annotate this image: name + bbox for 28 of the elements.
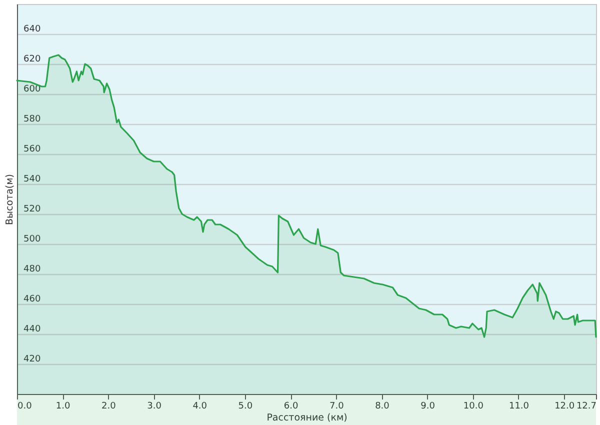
x-tick-label: 3.0 <box>147 402 162 412</box>
y-axis-title: Высота(м) <box>4 174 16 225</box>
x-tick-label: 10.0 <box>463 402 484 412</box>
x-tick-label: 5.0 <box>238 402 253 412</box>
x-axis-title: Расстояние (км) <box>266 412 348 424</box>
y-tick-label: 580 <box>24 114 41 124</box>
y-tick-label: 520 <box>24 204 41 214</box>
y-tick-label: 640 <box>24 24 41 34</box>
x-tick-label: 9.0 <box>420 402 436 412</box>
y-tick-label: 500 <box>24 234 41 244</box>
x-tick-label: 0.0 <box>18 402 32 412</box>
x-tick-label: 7.0 <box>329 402 344 412</box>
y-tick-label: 560 <box>24 144 41 154</box>
x-tick-label: 12.0 <box>554 402 575 412</box>
y-tick-label: 480 <box>24 264 41 274</box>
y-tick-label: 600 <box>24 84 41 94</box>
x-tick-label: 12.7 <box>576 402 596 412</box>
x-tick-label: 1.0 <box>56 402 71 412</box>
x-tick-label: 11.0 <box>508 402 530 412</box>
y-tick-label: 620 <box>24 54 41 64</box>
x-tick-label: 6.0 <box>284 402 298 412</box>
y-tick-label: 460 <box>24 294 41 304</box>
x-tick-label: 8.0 <box>375 402 390 412</box>
y-tick-label: 440 <box>24 324 41 334</box>
x-tick-label: 2.0 <box>102 402 116 412</box>
y-tick-label: 420 <box>24 354 41 364</box>
x-tick-label: 4.0 <box>192 402 208 412</box>
y-tick-label: 540 <box>24 174 41 184</box>
